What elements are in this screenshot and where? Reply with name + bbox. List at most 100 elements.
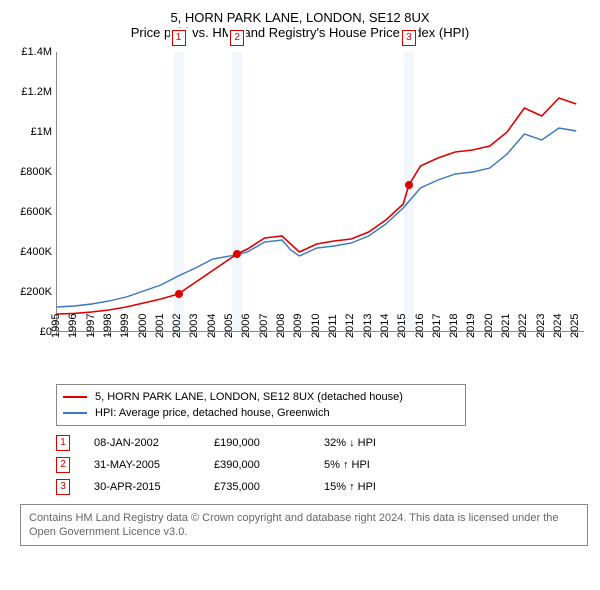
legend: 5, HORN PARK LANE, LONDON, SE12 8UX (det…: [56, 384, 466, 426]
x-axis-tick: 1998: [108, 336, 109, 376]
x-axis-label: 2013: [362, 314, 374, 338]
x-axis-label: 2016: [414, 314, 426, 338]
x-axis-label: 2010: [310, 314, 322, 338]
series-line: [57, 98, 576, 314]
transaction-hpi-delta: 5% ↑ HPI: [324, 459, 444, 471]
x-axis-tick: 2005: [229, 336, 230, 376]
chart-area: £0£200K£400K£600K£800K£1M£1.2M£1.4M 123 …: [8, 48, 592, 378]
transaction-marker-dot: [175, 290, 183, 298]
legend-label: 5, HORN PARK LANE, LONDON, SE12 8UX (det…: [95, 389, 403, 405]
transaction-index: 1: [56, 435, 70, 451]
y-axis-label: £400K: [8, 246, 52, 258]
y-axis-label: £1.4M: [8, 46, 52, 58]
x-axis-tick: 2015: [402, 336, 403, 376]
transaction-marker-label: 1: [172, 30, 186, 46]
x-axis-tick: 2024: [558, 336, 559, 376]
x-axis-label: 1996: [67, 314, 79, 338]
x-axis-label: 1999: [119, 314, 131, 338]
x-axis-tick: 2009: [298, 336, 299, 376]
x-axis-tick: 2004: [212, 336, 213, 376]
transaction-index: 3: [56, 479, 70, 495]
x-axis-label: 2018: [448, 314, 460, 338]
x-axis-tick: 2011: [333, 336, 334, 376]
transaction-marker-label: 3: [402, 30, 416, 46]
x-axis-label: 2025: [569, 314, 581, 338]
x-axis-tick: 2025: [575, 336, 576, 376]
x-axis-tick: 1995: [56, 336, 57, 376]
y-axis-label: £800K: [8, 166, 52, 178]
x-axis-tick: 2010: [316, 336, 317, 376]
x-axis-label: 2008: [275, 314, 287, 338]
footer-attribution: Contains HM Land Registry data © Crown c…: [20, 504, 588, 546]
y-axis-label: £200K: [8, 286, 52, 298]
x-axis-label: 2023: [535, 314, 547, 338]
x-axis-tick: 2002: [177, 336, 178, 376]
x-axis-label: 2005: [223, 314, 235, 338]
x-axis-tick: 2013: [368, 336, 369, 376]
x-axis-tick: 2007: [264, 336, 265, 376]
x-axis-tick: 2014: [385, 336, 386, 376]
transaction-row: 330-APR-2015£735,00015% ↑ HPI: [56, 476, 556, 498]
x-axis-label: 2011: [327, 314, 339, 338]
x-axis-label: 2015: [396, 314, 408, 338]
transaction-row: 1 08-JAN-2002£190,00032% ↓ HPI: [56, 432, 556, 454]
x-axis-tick: 2016: [420, 336, 421, 376]
x-axis-tick: 1996: [73, 336, 74, 376]
y-axis-label: £0: [8, 326, 52, 338]
transaction-marker-dot: [405, 181, 413, 189]
transaction-hpi-delta: 32% ↓ HPI: [324, 437, 444, 449]
y-axis-label: £1M: [8, 126, 52, 138]
x-axis-label: 2004: [206, 314, 218, 338]
x-axis-label: 2002: [171, 314, 183, 338]
transaction-index: 2: [56, 457, 70, 473]
transaction-marker-dot: [233, 250, 241, 258]
x-axis-tick: 2021: [506, 336, 507, 376]
x-axis-tick: 2018: [454, 336, 455, 376]
x-axis-label: 2019: [465, 314, 477, 338]
legend-label: HPI: Average price, detached house, Gree…: [95, 405, 330, 421]
x-axis-tick: 2012: [350, 336, 351, 376]
legend-item: 5, HORN PARK LANE, LONDON, SE12 8UX (det…: [63, 389, 459, 405]
x-axis-label: 2022: [517, 314, 529, 338]
x-axis-label: 2006: [240, 314, 252, 338]
x-axis-label: 1998: [102, 314, 114, 338]
title-block: 5, HORN PARK LANE, LONDON, SE12 8UX Pric…: [8, 10, 592, 40]
transaction-row: 2 31-MAY-2005£390,0005% ↑ HPI: [56, 454, 556, 476]
legend-swatch: [63, 412, 87, 414]
x-axis-label: 2021: [500, 314, 512, 338]
transaction-price: £390,000: [214, 459, 324, 471]
x-axis-label: 2009: [292, 314, 304, 338]
x-axis-tick: 2017: [437, 336, 438, 376]
subtitle: Price paid vs. HM Land Registry's House …: [8, 25, 592, 40]
x-axis-label: 1995: [50, 314, 62, 338]
x-axis-label: 2001: [154, 314, 166, 338]
transaction-price: £190,000: [214, 437, 324, 449]
legend-item: HPI: Average price, detached house, Gree…: [63, 405, 459, 421]
x-axis-tick: 2003: [194, 336, 195, 376]
x-axis-label: 2020: [483, 314, 495, 338]
x-axis-label: 2007: [258, 314, 270, 338]
transaction-date: 31-MAY-2005: [94, 459, 214, 471]
y-axis-label: £1.2M: [8, 86, 52, 98]
y-axis-label: £600K: [8, 206, 52, 218]
series-line: [57, 128, 576, 307]
transaction-marker-label: 2: [230, 30, 244, 46]
x-axis-label: 2017: [431, 314, 443, 338]
x-axis-label: 2000: [137, 314, 149, 338]
line-series-svg: [57, 52, 585, 332]
transaction-date: 08-JAN-2002: [94, 437, 214, 449]
plot-area: 123: [56, 52, 584, 332]
x-axis-tick: 2020: [489, 336, 490, 376]
x-axis-tick: 1997: [91, 336, 92, 376]
address-title: 5, HORN PARK LANE, LONDON, SE12 8UX: [8, 10, 592, 25]
transaction-date: 30-APR-2015: [94, 481, 214, 493]
x-axis-tick: 2006: [246, 336, 247, 376]
chart-container: 5, HORN PARK LANE, LONDON, SE12 8UX Pric…: [0, 0, 600, 554]
legend-swatch: [63, 396, 87, 398]
x-axis-label: 2014: [379, 314, 391, 338]
transaction-table: 1 08-JAN-2002£190,00032% ↓ HPI 2 31-MAY-200…: [56, 432, 556, 498]
x-axis-tick: 2001: [160, 336, 161, 376]
x-axis-tick: 1999: [125, 336, 126, 376]
x-axis-label: 1997: [85, 314, 97, 338]
x-axis-label: 2024: [552, 314, 564, 338]
